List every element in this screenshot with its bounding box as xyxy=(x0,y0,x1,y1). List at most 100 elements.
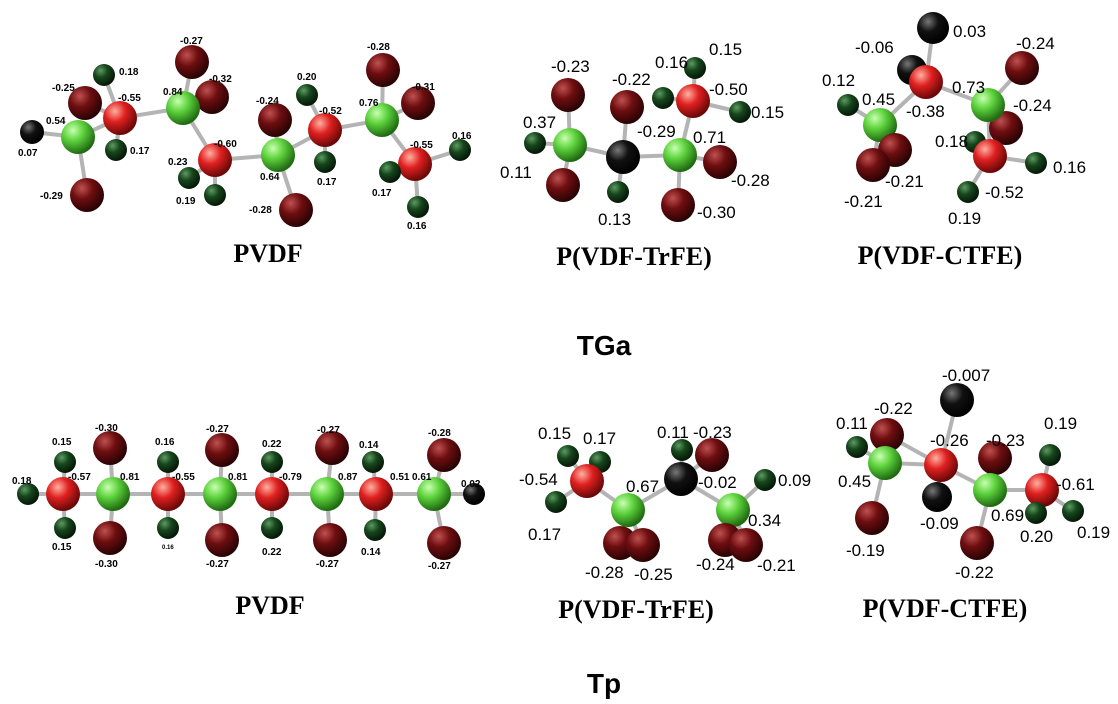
molecule-tp-pvdf-trfe: 0.15 0.17 0.11 -0.23 -0.54 0.67 -0.02 0.… xyxy=(519,423,811,624)
atom-hydrogen xyxy=(754,469,776,491)
atom-fluorine xyxy=(279,193,313,227)
atom-chlorine xyxy=(917,12,949,44)
charge-label: -0.61 xyxy=(1056,475,1095,494)
charge-label: 0.15 xyxy=(538,424,571,443)
charge-label: -0.55 xyxy=(410,140,433,151)
atom-chlorine xyxy=(940,383,974,417)
charge-label: -0.27 xyxy=(316,559,339,570)
charge-label: 0.13 xyxy=(598,210,631,229)
charge-label: -0.38 xyxy=(906,102,945,121)
atom-carbon-red xyxy=(398,147,432,181)
charge-label: -0.50 xyxy=(709,80,748,99)
charge-label: 0.16 xyxy=(407,221,427,232)
atom-hydrogen xyxy=(105,139,127,161)
charge-label: -0.22 xyxy=(874,399,913,418)
charge-label: -0.55 xyxy=(172,472,195,483)
charge-label: -0.31 xyxy=(412,82,435,93)
atom-fluorine xyxy=(195,80,229,114)
molecule-tga-pvdf-trfe: -0.23 0.16 0.15 -0.22 -0.50 0.37 -0.29 0… xyxy=(500,40,784,271)
charge-label: -0.24 xyxy=(1013,96,1052,115)
atom-carbon xyxy=(261,138,295,172)
atom-hydrogen xyxy=(545,491,567,513)
atom-hydrogen xyxy=(261,517,283,539)
charge-label: 0.71 xyxy=(693,128,726,147)
atom-hydrogen xyxy=(957,181,979,203)
atom-carbon-red xyxy=(570,464,604,498)
atom-chlorine xyxy=(20,120,44,144)
charge-label: 0.16 xyxy=(162,545,174,551)
charge-label: 0.15 xyxy=(52,542,72,553)
charge-label: 0.18 xyxy=(119,67,139,78)
atom-fluorine xyxy=(427,526,461,560)
atom-fluorine xyxy=(1005,51,1039,85)
charge-label: 0.76 xyxy=(359,98,379,109)
atom-carbon-black xyxy=(606,140,640,174)
charge-label: -0.21 xyxy=(844,192,883,211)
charge-label: 0.81 xyxy=(228,472,248,483)
charge-label: -0.27 xyxy=(428,561,451,572)
atom-hydrogen xyxy=(93,64,115,86)
molecule-tp-pvdf: -0.30 -0.27 -0.27 -0.28 0.15 0.16 0.22 0… xyxy=(12,423,485,620)
charge-label: -0.52 xyxy=(985,183,1024,202)
atom-chlorine xyxy=(922,482,952,512)
charge-label: -0.22 xyxy=(612,70,651,89)
atom-fluorine xyxy=(661,188,695,222)
charge-label: -0.27 xyxy=(317,425,340,436)
atom-hydrogen xyxy=(652,87,674,109)
atom-carbon xyxy=(716,493,750,527)
charge-label: -0.28 xyxy=(249,205,272,216)
charge-label: -0.32 xyxy=(209,74,232,85)
charge-label: 0.12 xyxy=(822,71,855,90)
atom-hydrogen xyxy=(204,184,226,206)
charge-label: 0.16 xyxy=(655,53,688,72)
charge-label: 0.17 xyxy=(372,188,392,199)
group-title: Tp xyxy=(587,668,621,699)
charge-label: -0.23 xyxy=(986,431,1025,450)
charge-label: 0.09 xyxy=(778,471,811,490)
atom-fluorine xyxy=(258,103,292,137)
charge-label: 0.15 xyxy=(709,40,742,59)
atom-fluorine xyxy=(546,168,580,202)
atom-fluorine xyxy=(610,90,644,124)
atom-fluorine xyxy=(70,178,104,212)
charge-label: 0.34 xyxy=(748,511,781,530)
charge-label: 0.17 xyxy=(130,146,150,157)
atom-hydrogen xyxy=(261,451,283,473)
atom-carbon xyxy=(868,446,902,480)
charge-label: 0.15 xyxy=(52,437,72,448)
charge-label: 0.22 xyxy=(262,439,282,450)
charge-label: -0.30 xyxy=(697,203,736,222)
molecule-name: P(VDF-CTFE) xyxy=(858,241,1023,270)
atom-fluorine xyxy=(366,53,400,87)
charge-label: -0.28 xyxy=(585,563,624,582)
charge-label: -0.06 xyxy=(855,38,894,57)
charge-label: -0.27 xyxy=(206,424,229,435)
charge-label: -0.21 xyxy=(757,556,796,575)
charge-label: 0.84 xyxy=(163,87,183,98)
atom-hydrogen xyxy=(1025,152,1047,174)
charge-label: 0.45 xyxy=(862,90,895,109)
atom-carbon-red xyxy=(1025,473,1059,507)
charge-label: -0.79 xyxy=(279,472,302,483)
charge-label: -0.28 xyxy=(367,42,390,53)
charge-label: 0.15 xyxy=(751,103,784,122)
charge-label: -0.29 xyxy=(637,122,676,141)
charge-label: -0.25 xyxy=(52,83,75,94)
atom-carbon-red xyxy=(973,139,1007,173)
charge-label: 0.16 xyxy=(155,437,175,448)
molecule-tga-pvdf-ctfe: 0.03 -0.06 -0.24 0.12 0.45 -0.38 0.73 -0… xyxy=(822,12,1086,270)
charge-label: 0.17 xyxy=(528,525,561,544)
charge-label: 0.17 xyxy=(317,177,337,188)
atoms xyxy=(20,45,471,227)
charge-label: -0.52 xyxy=(319,106,342,117)
atom-carbon xyxy=(61,120,95,154)
atom-hydrogen xyxy=(54,517,76,539)
charge-label: 0.51 xyxy=(390,472,410,483)
charge-label: -0.09 xyxy=(920,514,959,533)
atom-carbon-red xyxy=(308,113,342,147)
atom-hydrogen xyxy=(524,132,546,154)
charge-label: 0.20 xyxy=(297,72,317,83)
atom-carbon-black xyxy=(664,462,698,496)
atom-hydrogen xyxy=(178,167,200,189)
